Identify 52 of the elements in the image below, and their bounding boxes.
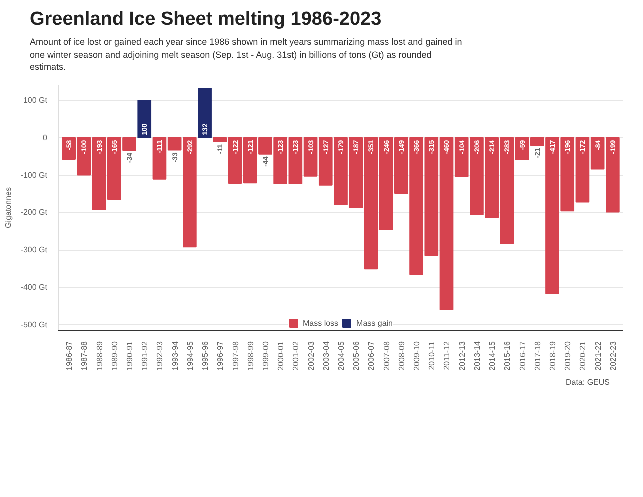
x-tick-label: 2021-22 bbox=[594, 341, 603, 372]
x-tick-label: 2022-23 bbox=[608, 341, 618, 372]
x-tick-label: 2000-01 bbox=[276, 341, 286, 372]
chart-subtitle: Amount of ice lost or gained each year since 1986 shown in melt years summarizing mass lost and gained in one winter season and adjoining melt season (Sep. 1st - Aug. 31st) in billions of tons (Gt) as rounded estimats. bbox=[30, 36, 464, 74]
y-tick-label: -500 Gt bbox=[20, 320, 48, 330]
x-tick-label: 2003-04 bbox=[322, 341, 331, 372]
x-tick-label: 2014-15 bbox=[488, 341, 498, 372]
x-tick-label: 1986-87 bbox=[65, 341, 74, 372]
x-tick-label: 1997-98 bbox=[231, 341, 240, 372]
x-tick-label: 2017-18 bbox=[533, 341, 542, 372]
x-tick-label: 2012-13 bbox=[458, 341, 467, 372]
y-tick-label: -200 Gt bbox=[20, 208, 48, 218]
x-tick-label: 2015-16 bbox=[503, 341, 512, 372]
x-tick-label: 2018-19 bbox=[548, 341, 558, 372]
x-tick-label: 1989-90 bbox=[110, 341, 120, 372]
x-tick-label: 1999-00 bbox=[261, 341, 270, 372]
x-tick-label: 1992-93 bbox=[156, 341, 165, 372]
legend-label: Mass loss bbox=[302, 318, 339, 328]
x-tick-label: 2004-05 bbox=[337, 341, 346, 372]
chart-title: Greenland Ice Sheet melting 1986-2023 bbox=[30, 8, 383, 32]
y-tick-label: -300 Gt bbox=[20, 246, 48, 256]
y-tick-label: -100 Gt bbox=[20, 171, 48, 180]
x-tick-label: 2019-20 bbox=[564, 341, 573, 372]
x-tick-label: 1994-95 bbox=[186, 341, 195, 372]
x-tick-label: 2011-12 bbox=[442, 341, 452, 371]
x-tick-label: 2009-10 bbox=[412, 341, 422, 372]
text: Data: GEUS bbox=[564, 377, 610, 389]
legend-label: Mass gain bbox=[356, 318, 394, 328]
x-tick-label: 2005-06 bbox=[352, 341, 362, 372]
y-tick-label: -400 Gt bbox=[20, 283, 48, 292]
x-tick-label: 2013-14 bbox=[472, 341, 482, 372]
y-axis-title: Gigatonnes bbox=[4, 188, 13, 229]
x-tick-label: 1990-91 bbox=[126, 341, 135, 372]
x-tick-label: 1991-92 bbox=[140, 341, 150, 372]
x-tick-label: 1987-88 bbox=[80, 341, 90, 372]
bar bbox=[138, 100, 152, 139]
x-tick-label: 1996-97 bbox=[216, 341, 226, 372]
x-tick-label: 1988-89 bbox=[95, 341, 104, 372]
x-tick-label: 1993-94 bbox=[170, 341, 180, 372]
x-tick-label: 2007-08 bbox=[382, 341, 392, 372]
x-tick-label: 1995-96 bbox=[201, 341, 210, 372]
y-tick-label: 0 bbox=[43, 134, 48, 143]
y-tick-label: 100 Gt bbox=[23, 96, 48, 106]
x-tick-label: 2016-17 bbox=[518, 341, 528, 372]
x-tick-label: 2020-21 bbox=[578, 341, 588, 372]
x-tick-label: 2008-09 bbox=[397, 341, 406, 372]
x-tick-label: 2001-02 bbox=[292, 341, 301, 372]
x-tick-label: 2002-03 bbox=[306, 341, 316, 372]
x-tick-label: 2006-07 bbox=[367, 341, 376, 372]
x-tick-label: 2010-11 bbox=[428, 341, 437, 371]
x-tick-label: 1998-99 bbox=[246, 341, 256, 372]
bar bbox=[198, 88, 212, 139]
